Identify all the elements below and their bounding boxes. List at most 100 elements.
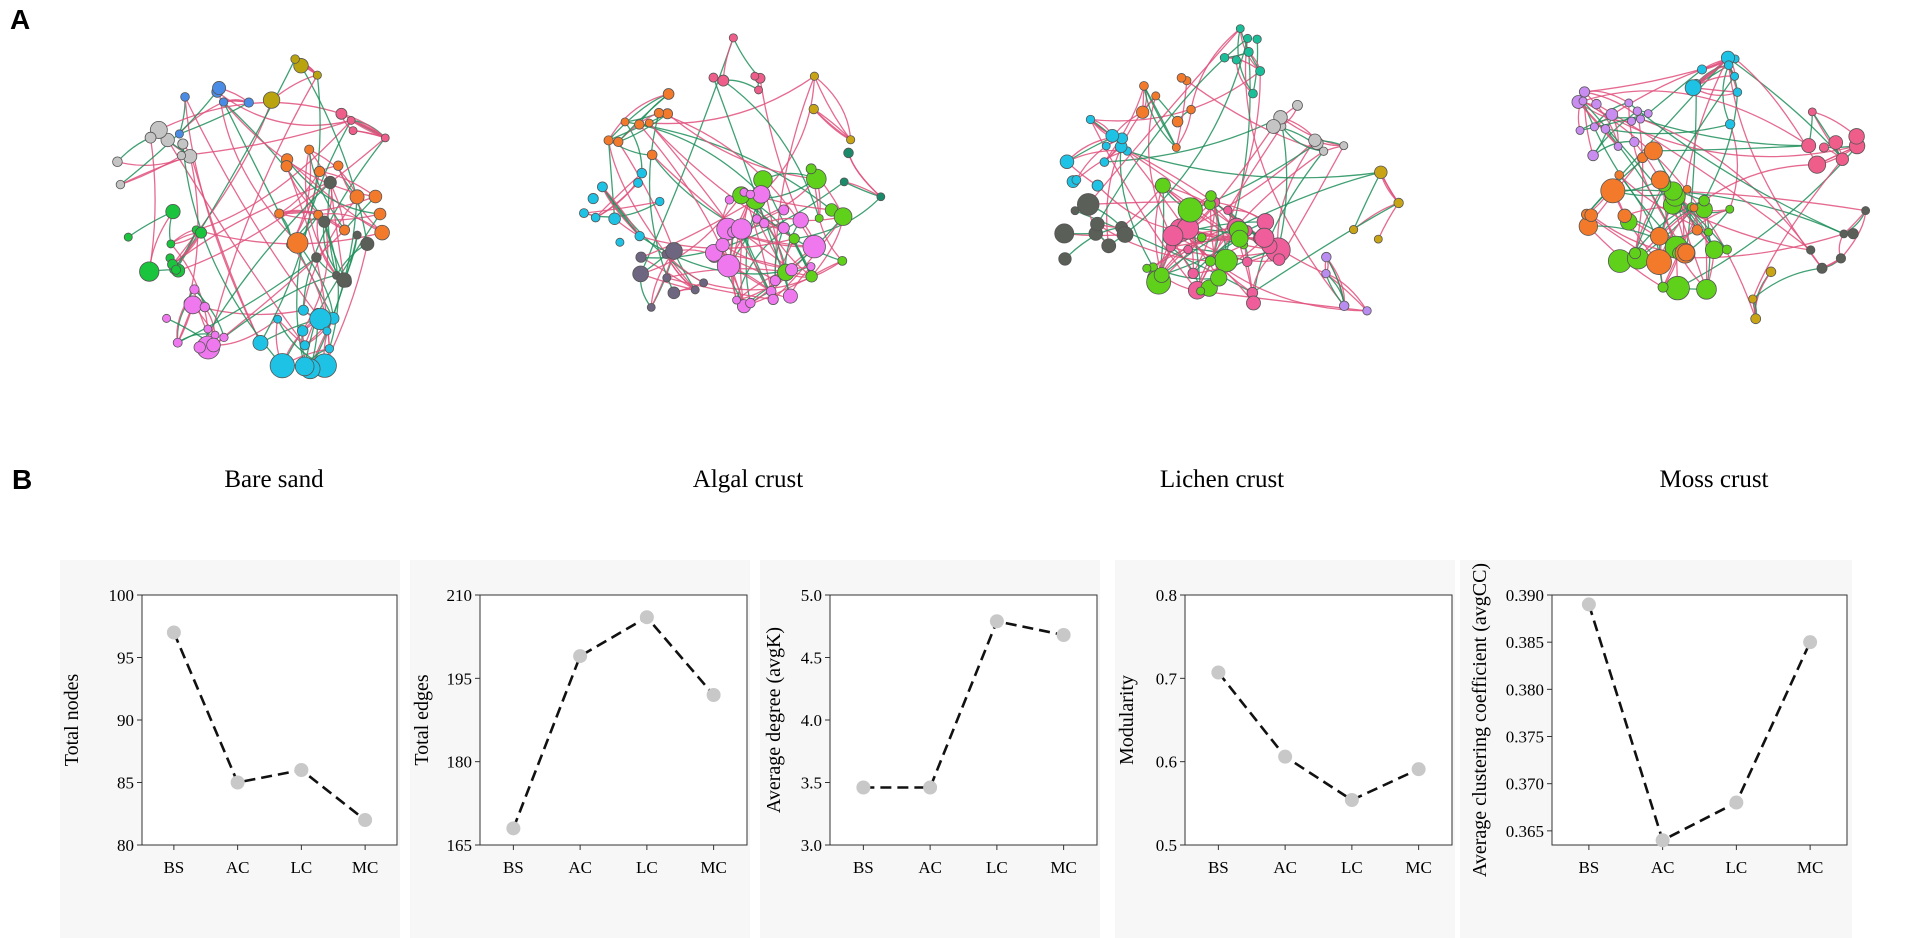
network-node xyxy=(1839,229,1849,239)
network-edge xyxy=(813,75,852,141)
x-tick-label: LC xyxy=(1341,858,1363,877)
y-axis-label: Average clustering coefficient (avgCC) xyxy=(1469,563,1491,877)
network-edge xyxy=(648,122,795,240)
network-edge xyxy=(1752,158,1843,300)
network-node xyxy=(1636,114,1646,124)
y-tick-label: 180 xyxy=(447,753,473,772)
network-edge xyxy=(1235,150,1324,228)
data-point xyxy=(230,775,245,790)
network-node xyxy=(1614,170,1624,180)
network-graph xyxy=(1571,50,1871,325)
network-node xyxy=(296,325,309,337)
network-node xyxy=(805,270,818,283)
network-edge xyxy=(116,137,151,163)
network-node xyxy=(1617,208,1632,223)
data-point xyxy=(1278,749,1293,764)
network-node xyxy=(620,117,630,127)
y-tick-label: 100 xyxy=(109,586,135,605)
network-node xyxy=(1321,251,1332,263)
network-edge xyxy=(651,154,793,271)
network-edge xyxy=(607,140,696,291)
network-node xyxy=(1624,98,1634,108)
network-edge xyxy=(617,93,670,143)
y-tick-label: 95 xyxy=(117,649,134,668)
network-node xyxy=(785,263,799,277)
network-node xyxy=(1704,227,1713,237)
network-node xyxy=(165,203,181,220)
data-point xyxy=(1344,793,1359,807)
network-node xyxy=(323,175,337,190)
network-node xyxy=(752,214,762,224)
network-node xyxy=(1153,267,1170,283)
network-node xyxy=(1101,238,1117,254)
x-tick-label: AC xyxy=(568,858,592,877)
network-node xyxy=(1835,152,1849,166)
network-edge xyxy=(199,182,331,348)
network-node xyxy=(318,215,331,228)
x-tick-label: MC xyxy=(1405,858,1431,877)
y-tick-label: 0.385 xyxy=(1506,633,1544,652)
network-node xyxy=(767,293,779,305)
network-node xyxy=(166,239,176,249)
network-node xyxy=(1339,300,1350,311)
network-node xyxy=(843,147,854,159)
y-tick-label: 195 xyxy=(447,669,473,688)
network-edge xyxy=(1628,102,1845,235)
x-tick-label: LC xyxy=(636,858,658,877)
network-node xyxy=(1256,213,1275,231)
network-edge xyxy=(1640,118,1823,269)
network-node xyxy=(1059,154,1075,169)
network-node xyxy=(750,71,760,81)
network-edge xyxy=(1175,80,1188,148)
data-point xyxy=(1581,597,1596,612)
data-point xyxy=(706,688,721,702)
network-node xyxy=(1730,71,1740,81)
network-edge xyxy=(196,119,352,231)
network-node xyxy=(728,33,738,43)
panel-letter-b: B xyxy=(12,464,33,495)
data-point xyxy=(989,614,1004,629)
network-nodes xyxy=(1571,50,1871,325)
network-node xyxy=(1613,141,1623,151)
network-node xyxy=(634,230,645,242)
network-edge xyxy=(207,74,318,348)
network-node xyxy=(174,129,184,139)
network-node xyxy=(1587,149,1599,162)
network-node xyxy=(1684,79,1702,97)
network-node xyxy=(1629,136,1640,148)
network-edge xyxy=(639,235,792,275)
network-node xyxy=(839,177,849,187)
x-tick-label: BS xyxy=(1208,858,1229,877)
network-edge xyxy=(308,149,346,231)
chart-total-nodes: 80 85 90 95 100 BS AC LC MC Total nodes xyxy=(60,560,400,938)
chart-total-edges: 165 180 195 210 BS AC LC MC Total edges xyxy=(410,560,750,938)
plot-frame xyxy=(1184,594,1453,846)
network-edge xyxy=(1143,85,1177,149)
network-node xyxy=(636,167,648,179)
network-node xyxy=(1816,262,1828,274)
data-point xyxy=(166,625,181,640)
network-node xyxy=(769,275,781,287)
chart-average-clustering: 0.365 0.370 0.375 0.380 0.385 0.390 BS AC LC MC Av… xyxy=(1460,560,1852,938)
network-edge xyxy=(170,243,209,330)
y-tick-label: 4.5 xyxy=(801,649,822,668)
network-node xyxy=(1101,141,1111,151)
network-edge xyxy=(1752,267,1823,300)
network-edge xyxy=(595,172,643,219)
network-node xyxy=(1665,275,1690,301)
network-node xyxy=(1650,170,1670,190)
network-node xyxy=(653,107,665,119)
network-edge xyxy=(1653,144,1809,152)
network-edge xyxy=(666,277,774,301)
network-node xyxy=(1139,81,1149,91)
network-edge xyxy=(175,58,296,271)
x-tick-label: LC xyxy=(1726,858,1748,877)
chart-modularity: 0.5 0.6 0.7 0.8 BS AC LC MC Modularity xyxy=(1115,560,1455,938)
series-line xyxy=(1217,671,1420,802)
network-node xyxy=(1801,138,1817,154)
network-node xyxy=(262,91,281,109)
network-node xyxy=(1677,243,1696,262)
network-edge xyxy=(1190,28,1241,110)
y-tick-label: 210 xyxy=(447,586,473,605)
network-node xyxy=(1231,55,1241,65)
